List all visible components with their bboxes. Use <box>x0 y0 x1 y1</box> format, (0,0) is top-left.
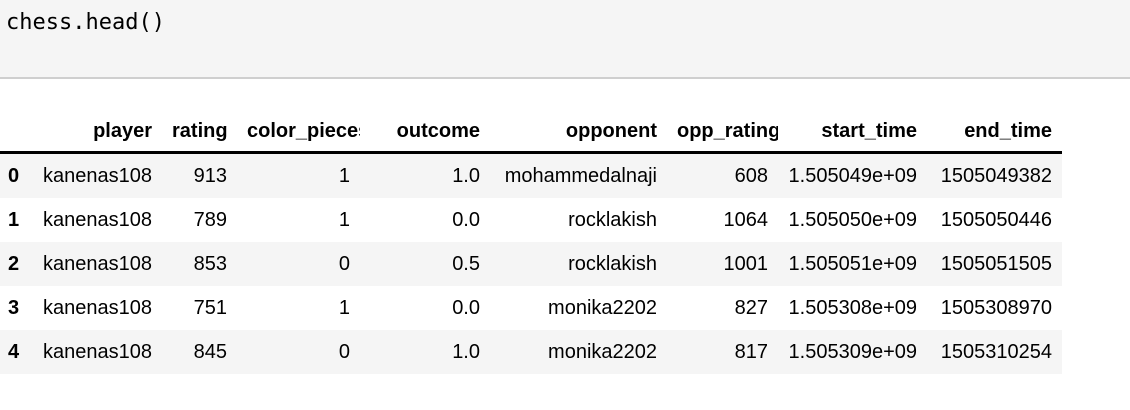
cell-end-time: 1505049382 <box>940 165 1052 187</box>
cell-outcome: 1.0 <box>452 341 480 363</box>
column-header-rating: rating <box>162 111 237 154</box>
table-row: 3 kanenas108 751 1 0.0 monika2202 827 1.… <box>0 286 1062 330</box>
cell-player: kanenas108 <box>43 341 152 363</box>
cell-color-pieces: 0 <box>338 341 350 363</box>
cell-opp-rating: 827 <box>734 297 768 319</box>
cell-end-time: 1505308970 <box>940 297 1052 319</box>
cell-color-pieces: 1 <box>338 297 350 319</box>
code-cell[interactable]: chess.head() <box>0 0 1130 79</box>
cell-player: kanenas108 <box>43 165 152 187</box>
cell-opponent: monika2202 <box>548 297 657 319</box>
cell-outcome: 1.0 <box>452 165 480 187</box>
cell-opponent: rocklakish <box>568 253 657 275</box>
cell-opp-rating: 608 <box>734 165 768 187</box>
cell-color-pieces: 1 <box>338 165 350 187</box>
table-row: 1 kanenas108 789 1 0.0 rocklakish 1064 1… <box>0 198 1062 242</box>
row-index: 4 <box>8 341 20 363</box>
cell-opp-rating: 817 <box>734 341 768 363</box>
cell-rating: 789 <box>193 209 227 231</box>
column-header-color-pieces: color_pieces <box>237 111 360 154</box>
cell-opp-rating: 1064 <box>723 209 769 231</box>
table-header: player rating color_pieces outcome oppon… <box>0 111 1062 154</box>
row-index: 1 <box>8 209 20 231</box>
dataframe-table: player rating color_pieces outcome oppon… <box>0 111 1062 374</box>
cell-player: kanenas108 <box>43 253 152 275</box>
cell-end-time: 1505050446 <box>940 209 1052 231</box>
output-area: player rating color_pieces outcome oppon… <box>0 111 1130 374</box>
cell-start-time: 1.505309e+09 <box>788 341 917 363</box>
cell-color-pieces: 1 <box>338 209 350 231</box>
cell-rating: 845 <box>193 341 227 363</box>
cell-opponent: mohammedalnaji <box>504 165 657 187</box>
cell-opponent: monika2202 <box>548 341 657 363</box>
cell-outcome: 0.5 <box>452 253 480 275</box>
row-index: 3 <box>8 297 20 319</box>
cell-opp-rating: 1001 <box>723 253 769 275</box>
column-header-start-time: start_time <box>778 111 927 154</box>
cell-start-time: 1.505050e+09 <box>788 209 917 231</box>
cell-rating: 751 <box>193 297 227 319</box>
cell-color-pieces: 0 <box>338 253 350 275</box>
column-header-end-time: end_time <box>927 111 1062 154</box>
table-row: 2 kanenas108 853 0 0.5 rocklakish 1001 1… <box>0 242 1062 286</box>
cell-start-time: 1.505051e+09 <box>788 253 917 275</box>
cell-player: kanenas108 <box>43 297 152 319</box>
cell-end-time: 1505310254 <box>940 341 1052 363</box>
cell-opponent: rocklakish <box>568 209 657 231</box>
cell-rating: 913 <box>193 165 227 187</box>
header-row: player rating color_pieces outcome oppon… <box>0 111 1062 154</box>
cell-end-time: 1505051505 <box>940 253 1052 275</box>
code-source: chess.head() <box>6 10 165 35</box>
row-index: 0 <box>8 165 20 187</box>
cell-start-time: 1.505049e+09 <box>788 165 917 187</box>
cell-outcome: 0.0 <box>452 209 480 231</box>
cell-start-time: 1.505308e+09 <box>788 297 917 319</box>
cell-player: kanenas108 <box>43 209 152 231</box>
column-header-opp-rating: opp_rating <box>667 111 778 154</box>
column-header-outcome: outcome <box>360 111 490 154</box>
table-row: 4 kanenas108 845 0 1.0 monika2202 817 1.… <box>0 330 1062 374</box>
row-index: 2 <box>8 253 20 275</box>
column-header-player: player <box>30 111 162 154</box>
cell-outcome: 0.0 <box>452 297 480 319</box>
table-body: 0 kanenas108 913 1 1.0 mohammedalnaji 60… <box>0 152 1062 374</box>
table-row: 0 kanenas108 913 1 1.0 mohammedalnaji 60… <box>0 152 1062 198</box>
cell-rating: 853 <box>193 253 227 275</box>
index-corner-header <box>0 111 30 154</box>
column-header-opponent: opponent <box>490 111 667 154</box>
